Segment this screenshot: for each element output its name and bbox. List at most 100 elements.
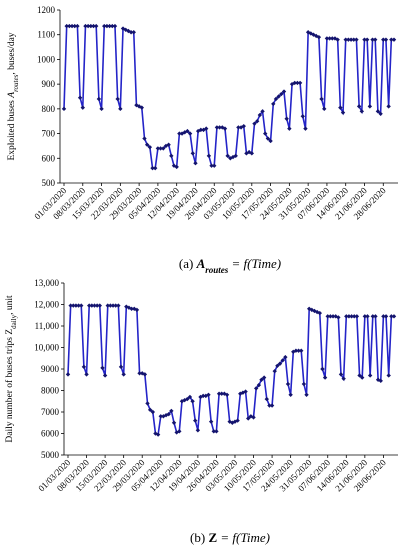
data-point bbox=[293, 348, 299, 353]
data-point bbox=[378, 378, 383, 384]
y-tick-label: 11,000 bbox=[35, 321, 60, 331]
data-point bbox=[166, 142, 171, 147]
data-point bbox=[187, 394, 193, 400]
data-point bbox=[69, 23, 75, 29]
y-label-part: , buses/day bbox=[7, 32, 17, 74]
y-label-part: Exploited buses bbox=[7, 98, 17, 161]
data-point bbox=[84, 372, 89, 377]
data-point bbox=[83, 23, 88, 29]
data-point bbox=[108, 303, 113, 308]
data-point bbox=[104, 23, 110, 29]
data-point bbox=[169, 153, 174, 159]
data-point bbox=[263, 131, 268, 136]
y-label-part: routes bbox=[12, 74, 20, 92]
data-point bbox=[375, 109, 381, 114]
data-point bbox=[367, 104, 373, 109]
data-point bbox=[198, 127, 204, 133]
data-point bbox=[362, 314, 368, 319]
data-point bbox=[338, 105, 343, 110]
data-point bbox=[145, 401, 150, 406]
data-point bbox=[281, 89, 287, 94]
y-tick-label: 6000 bbox=[41, 429, 60, 439]
caption-part: (b) bbox=[190, 530, 208, 545]
data-point bbox=[150, 165, 155, 171]
data-point bbox=[277, 361, 283, 366]
data-point bbox=[276, 94, 281, 99]
data-point bbox=[373, 37, 378, 42]
data-point bbox=[287, 126, 292, 131]
y-label-part: A bbox=[7, 92, 17, 99]
y-tick-label: 800 bbox=[42, 104, 56, 114]
data-point bbox=[203, 393, 209, 399]
data-point bbox=[153, 165, 158, 171]
data-point bbox=[252, 121, 257, 126]
data-point bbox=[214, 429, 219, 434]
data-point bbox=[364, 37, 370, 42]
data-point bbox=[94, 303, 100, 308]
data-point bbox=[102, 373, 108, 378]
data-point bbox=[142, 136, 147, 141]
data-point bbox=[225, 153, 230, 159]
data-point bbox=[373, 314, 378, 319]
data-point bbox=[190, 151, 195, 156]
data-point bbox=[68, 303, 73, 308]
data-point bbox=[316, 34, 322, 40]
caption-part: = f(Time) bbox=[228, 256, 281, 271]
data-point bbox=[102, 23, 107, 29]
y-axis-label: Exploited buses Aroutes, buses/day bbox=[7, 32, 20, 160]
data-point bbox=[91, 23, 96, 29]
data-point bbox=[341, 376, 346, 381]
data-point bbox=[136, 104, 142, 109]
data-point bbox=[289, 81, 295, 87]
data-point bbox=[166, 411, 171, 417]
data-point bbox=[238, 125, 244, 130]
data-point bbox=[118, 364, 124, 370]
data-point bbox=[118, 106, 123, 112]
data-point bbox=[193, 418, 198, 423]
data-point bbox=[228, 156, 233, 161]
data-point bbox=[378, 111, 383, 116]
data-point bbox=[322, 375, 328, 380]
data-point bbox=[370, 314, 375, 319]
data-point bbox=[283, 354, 288, 360]
data-point bbox=[320, 366, 325, 372]
data-point bbox=[203, 126, 209, 131]
data-point bbox=[134, 102, 139, 108]
data-point bbox=[267, 403, 272, 408]
data-point bbox=[99, 106, 104, 112]
caption-part: (a) bbox=[179, 256, 197, 271]
data-point bbox=[134, 307, 140, 313]
data-point bbox=[76, 303, 81, 308]
data-point bbox=[288, 392, 293, 397]
data-point bbox=[349, 314, 354, 319]
data-point bbox=[81, 364, 87, 370]
data-point bbox=[254, 119, 260, 124]
data-point bbox=[389, 37, 394, 42]
data-point bbox=[169, 408, 174, 414]
data-point bbox=[265, 136, 271, 141]
data-point bbox=[272, 368, 277, 374]
data-point bbox=[381, 37, 386, 42]
data-point bbox=[217, 125, 222, 130]
data-point bbox=[185, 128, 190, 134]
data-point bbox=[354, 37, 359, 42]
data-point bbox=[65, 372, 71, 377]
data-point bbox=[155, 432, 161, 437]
data-point bbox=[370, 37, 375, 42]
data-point bbox=[346, 37, 351, 42]
data-point bbox=[319, 96, 324, 102]
data-point bbox=[222, 126, 228, 131]
data-point bbox=[253, 386, 259, 391]
data-point bbox=[105, 303, 110, 308]
y-tick-label: 900 bbox=[42, 79, 56, 89]
data-point bbox=[348, 37, 354, 42]
data-point bbox=[260, 109, 265, 114]
data-point bbox=[92, 303, 97, 308]
data-point bbox=[325, 314, 330, 319]
data-point bbox=[344, 314, 349, 319]
data-point bbox=[284, 116, 289, 121]
data-point bbox=[236, 125, 241, 130]
data-point bbox=[129, 306, 134, 311]
data-point bbox=[317, 310, 322, 316]
caption-part: Z bbox=[208, 530, 217, 545]
